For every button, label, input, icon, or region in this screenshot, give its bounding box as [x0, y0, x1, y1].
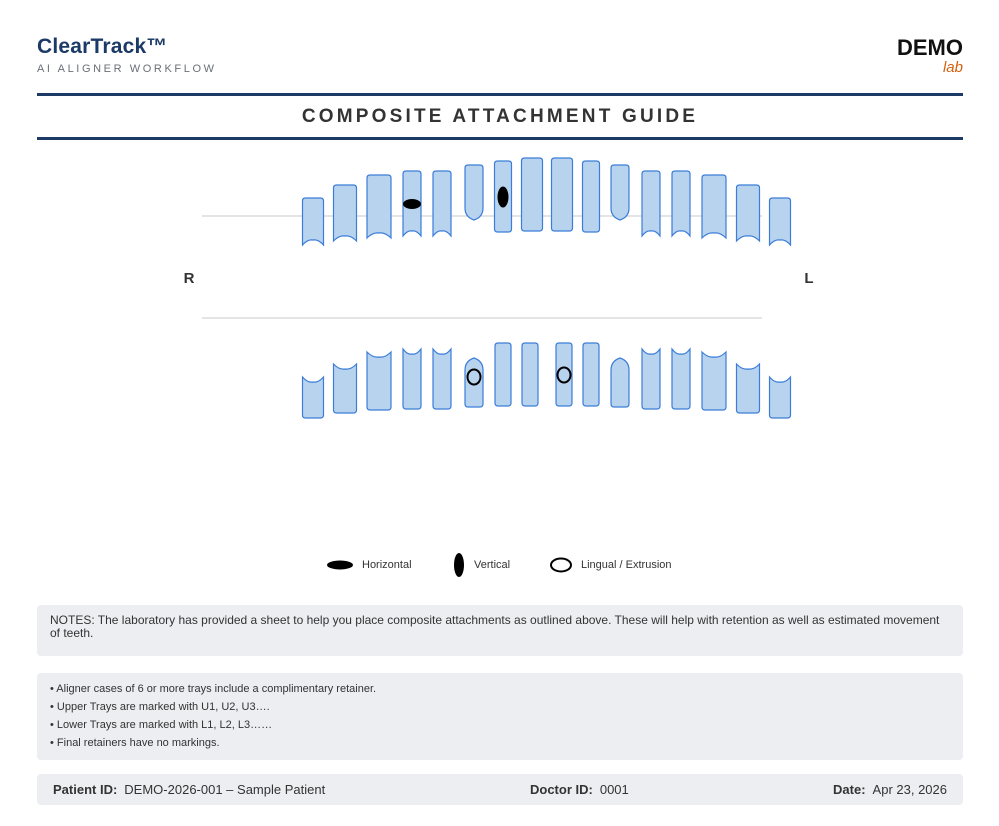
upper-tooth-14 — [701, 174, 727, 240]
brand-subtitle: AI ALIGNER WORKFLOW — [37, 63, 217, 75]
tooth-chart: R L — [184, 157, 814, 419]
lab-logo: DEMO lab — [897, 35, 963, 76]
lower-tooth-13 — [671, 347, 691, 410]
left-side-label: L — [804, 270, 813, 287]
tray-info-list: • Aligner cases of 6 or more trays inclu… — [37, 673, 963, 760]
notes-panel: NOTES: The laboratory has provided a she… — [37, 605, 963, 656]
upper-attachment-marker-1 — [403, 199, 421, 209]
lower-tooth-11 — [610, 357, 630, 408]
page-title: COMPOSITE ATTACHMENT GUIDE — [301, 106, 699, 127]
lower-tooth-16 — [768, 375, 792, 419]
vertical-attachment-icon — [454, 553, 464, 577]
legend-label-vertical: Vertical — [474, 559, 511, 571]
notes-text: NOTES: The laboratory has provided a she… — [50, 613, 940, 640]
date-label: Date: — [833, 782, 866, 797]
upper-tooth-16 — [768, 197, 792, 247]
list-item: • Final retainers have no markings. — [50, 737, 220, 749]
horizontal-attachment-icon — [327, 560, 353, 570]
lower-tooth-5 — [432, 347, 452, 410]
right-side-label: R — [184, 270, 195, 287]
patient-id: Patient ID: DEMO-2026-001 – Sample Patien… — [53, 782, 325, 797]
legend-label-horizontal: Horizontal — [362, 559, 412, 571]
legend-item-lingual: Lingual / Extrusion — [549, 552, 672, 578]
lower-tooth-10 — [582, 342, 600, 407]
upper-tooth-6 — [464, 164, 484, 221]
upper-tooth-12 — [641, 170, 661, 238]
lingual-attachment-icon — [550, 557, 572, 573]
list-item: • Aligner cases of 6 or more trays inclu… — [50, 683, 377, 695]
upper-tooth-3 — [366, 174, 392, 240]
brand-logo: ClearTrack™ AI ALIGNER WORKFLOW — [37, 35, 217, 76]
header-divider — [37, 93, 963, 96]
patient-footer: Patient ID: DEMO-2026-001 – Sample Patien… — [37, 774, 963, 805]
lower-attachment-marker-2 — [556, 366, 572, 384]
doctor-id-label: Doctor ID: — [530, 782, 593, 797]
lower-tooth-15 — [735, 362, 761, 414]
upper-tooth-11 — [610, 164, 630, 221]
list-item: • Upper Trays are marked with U1, U2, U3… — [50, 701, 270, 713]
upper-arch — [301, 157, 792, 247]
lower-tooth-6 — [464, 357, 484, 408]
lab-subtitle: lab — [942, 59, 963, 76]
title-divider — [37, 137, 963, 140]
lower-tooth-8 — [521, 342, 539, 407]
date: Date: Apr 23, 2026 — [833, 782, 947, 797]
upper-tooth-10 — [581, 160, 601, 233]
upper-tooth-1 — [301, 197, 325, 247]
legend-label-lingual: Lingual / Extrusion — [581, 559, 672, 571]
lower-tooth-9 — [555, 342, 573, 407]
patient-id-value: DEMO-2026-001 – Sample Patient — [124, 782, 326, 797]
patient-id-label: Patient ID: — [53, 782, 118, 797]
date-value: Apr 23, 2026 — [872, 782, 947, 797]
upper-tooth-9 — [550, 157, 574, 232]
lower-arch — [301, 342, 792, 419]
list-item: • Lower Trays are marked with L1, L2, L3… — [50, 719, 273, 731]
lower-tooth-12 — [641, 347, 661, 410]
upper-tooth-5 — [432, 170, 452, 238]
attachment-markers — [403, 186, 572, 386]
upper-tooth-13 — [671, 170, 691, 238]
lab-name: DEMO — [897, 35, 963, 60]
lower-tooth-14 — [701, 350, 727, 411]
upper-tooth-8 — [520, 157, 544, 232]
upper-attachment-marker-2 — [497, 186, 509, 208]
brand-name: ClearTrack™ — [37, 35, 168, 58]
lower-tooth-3 — [366, 350, 392, 411]
lower-tooth-1 — [301, 375, 325, 419]
legend: Horizontal Vertical Lingual / Extrusion — [0, 552, 999, 578]
lower-tooth-4 — [402, 347, 422, 410]
lower-tooth-2 — [332, 362, 358, 414]
lower-tooth-7 — [494, 342, 512, 407]
upper-tooth-15 — [735, 184, 761, 243]
legend-item-vertical: Vertical — [452, 552, 510, 578]
upper-tooth-2 — [332, 184, 358, 243]
doctor-id: Doctor ID: 0001 — [530, 782, 629, 797]
legend-item-horizontal: Horizontal — [326, 552, 412, 578]
doctor-id-value: 0001 — [599, 782, 629, 797]
lower-attachment-marker-1 — [466, 368, 482, 386]
